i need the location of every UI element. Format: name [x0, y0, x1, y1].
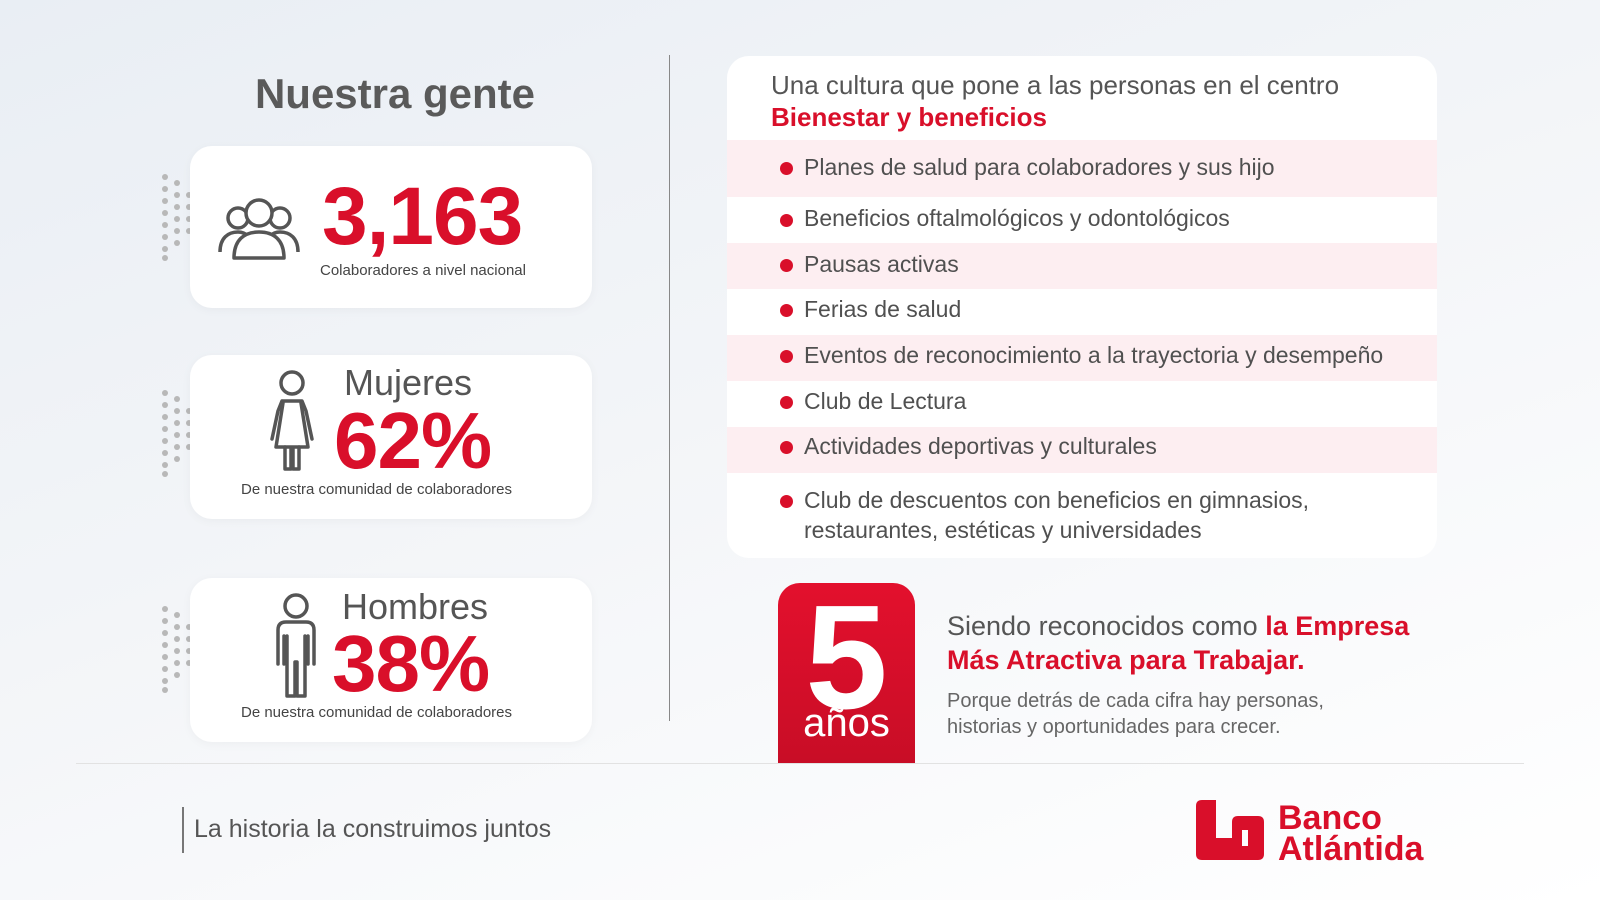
- footer-tagline: La historia la construimos juntos: [194, 815, 552, 843]
- men-percentage: 38%: [332, 619, 490, 708]
- page-title: Nuestra gente: [254, 70, 536, 117]
- benefit-item: Pausas activas: [727, 243, 1437, 289]
- women-card: Mujeres 62% De nuestra comunidad de cola…: [190, 355, 592, 519]
- bullet-icon: [780, 350, 793, 363]
- footer-accent-bar: [182, 807, 184, 853]
- men-caption: De nuestra comunidad de colaboradores: [241, 704, 513, 721]
- award-sub-1: Porque detrás de cada cifra hay personas…: [947, 690, 1324, 712]
- bullet-icon: [780, 441, 793, 454]
- benefit-text: Ferias de salud: [804, 296, 962, 322]
- bullet-icon: [780, 259, 793, 272]
- benefit-text: Beneficios oftalmológicos y odontológico…: [804, 205, 1230, 231]
- benefits-card: Una cultura que pone a las personas en e…: [727, 56, 1437, 558]
- award-highlight: la Empresa: [1265, 611, 1410, 641]
- total-collaborators-card: 3,163 Colaboradores a nivel nacional: [190, 146, 592, 308]
- benefit-item: Planes de salud para colaboradores y sus…: [727, 140, 1437, 197]
- benefit-text: Actividades deportivas y culturales: [804, 433, 1157, 459]
- years-number: 5: [805, 575, 888, 740]
- dots-decoration: [162, 390, 204, 477]
- bullet-icon: [780, 396, 793, 409]
- women-percentage: 62%: [334, 396, 492, 485]
- benefit-text: Club de descuentos con beneficios en gim…: [804, 487, 1310, 513]
- people-group-icon: [218, 198, 300, 260]
- benefits-intro: Una cultura que pone a las personas en e…: [771, 70, 1340, 100]
- bank-logo-text-2: Atlántida: [1278, 830, 1424, 868]
- footer-divider: [76, 763, 1524, 764]
- benefits-heading: Bienestar y beneficios: [771, 102, 1047, 132]
- benefit-text: Planes de salud para colaboradores y sus…: [804, 154, 1275, 180]
- women-caption: De nuestra comunidad de colaboradores: [241, 481, 513, 498]
- years-word: años: [803, 701, 890, 745]
- bullet-icon: [780, 214, 793, 227]
- bullet-icon: [780, 495, 793, 508]
- benefit-text: Club de Lectura: [804, 388, 967, 414]
- benefit-item: Ferias de salud: [727, 289, 1437, 335]
- benefit-text: Pausas activas: [804, 251, 959, 277]
- man-icon: [276, 593, 316, 698]
- benefit-item: Club de descuentos con beneficios en gim…: [727, 473, 1437, 558]
- men-label: Hombres: [342, 586, 489, 627]
- benefit-item: Actividades deportivas y culturales: [727, 427, 1437, 473]
- benefit-item: Eventos de reconocimiento a la trayector…: [727, 335, 1437, 381]
- benefit-item: Beneficios oftalmológicos y odontológico…: [727, 197, 1437, 243]
- men-card: Hombres 38% De nuestra comunidad de cola…: [190, 578, 592, 742]
- bank-logo-icon: [1196, 800, 1264, 860]
- award-plain-text: Siendo reconocidos como: [947, 611, 1266, 641]
- bullet-icon: [780, 162, 793, 175]
- benefit-text: restaurantes, estéticas y universidades: [804, 517, 1202, 543]
- total-collaborators-caption: Colaboradores a nivel nacional: [320, 262, 526, 279]
- bank-logo-text-1: Banco: [1278, 799, 1382, 837]
- award-line-1: Siendo reconocidos como la Empresa: [947, 611, 1409, 642]
- dots-decoration: [162, 174, 204, 261]
- women-label: Mujeres: [344, 362, 473, 403]
- bullet-icon: [780, 304, 793, 317]
- vertical-divider: [669, 55, 670, 721]
- benefit-item: Club de Lectura: [727, 381, 1437, 427]
- benefit-text: Eventos de reconocimiento a la trayector…: [804, 342, 1384, 368]
- woman-icon: [270, 370, 314, 471]
- years-badge: 5 años: [778, 583, 915, 763]
- total-collaborators-value: 3,163: [322, 171, 523, 262]
- award-line-2: Más Atractiva para Trabajar.: [947, 645, 1305, 675]
- award-sub-2: historias y oportunidades para crecer.: [947, 716, 1281, 738]
